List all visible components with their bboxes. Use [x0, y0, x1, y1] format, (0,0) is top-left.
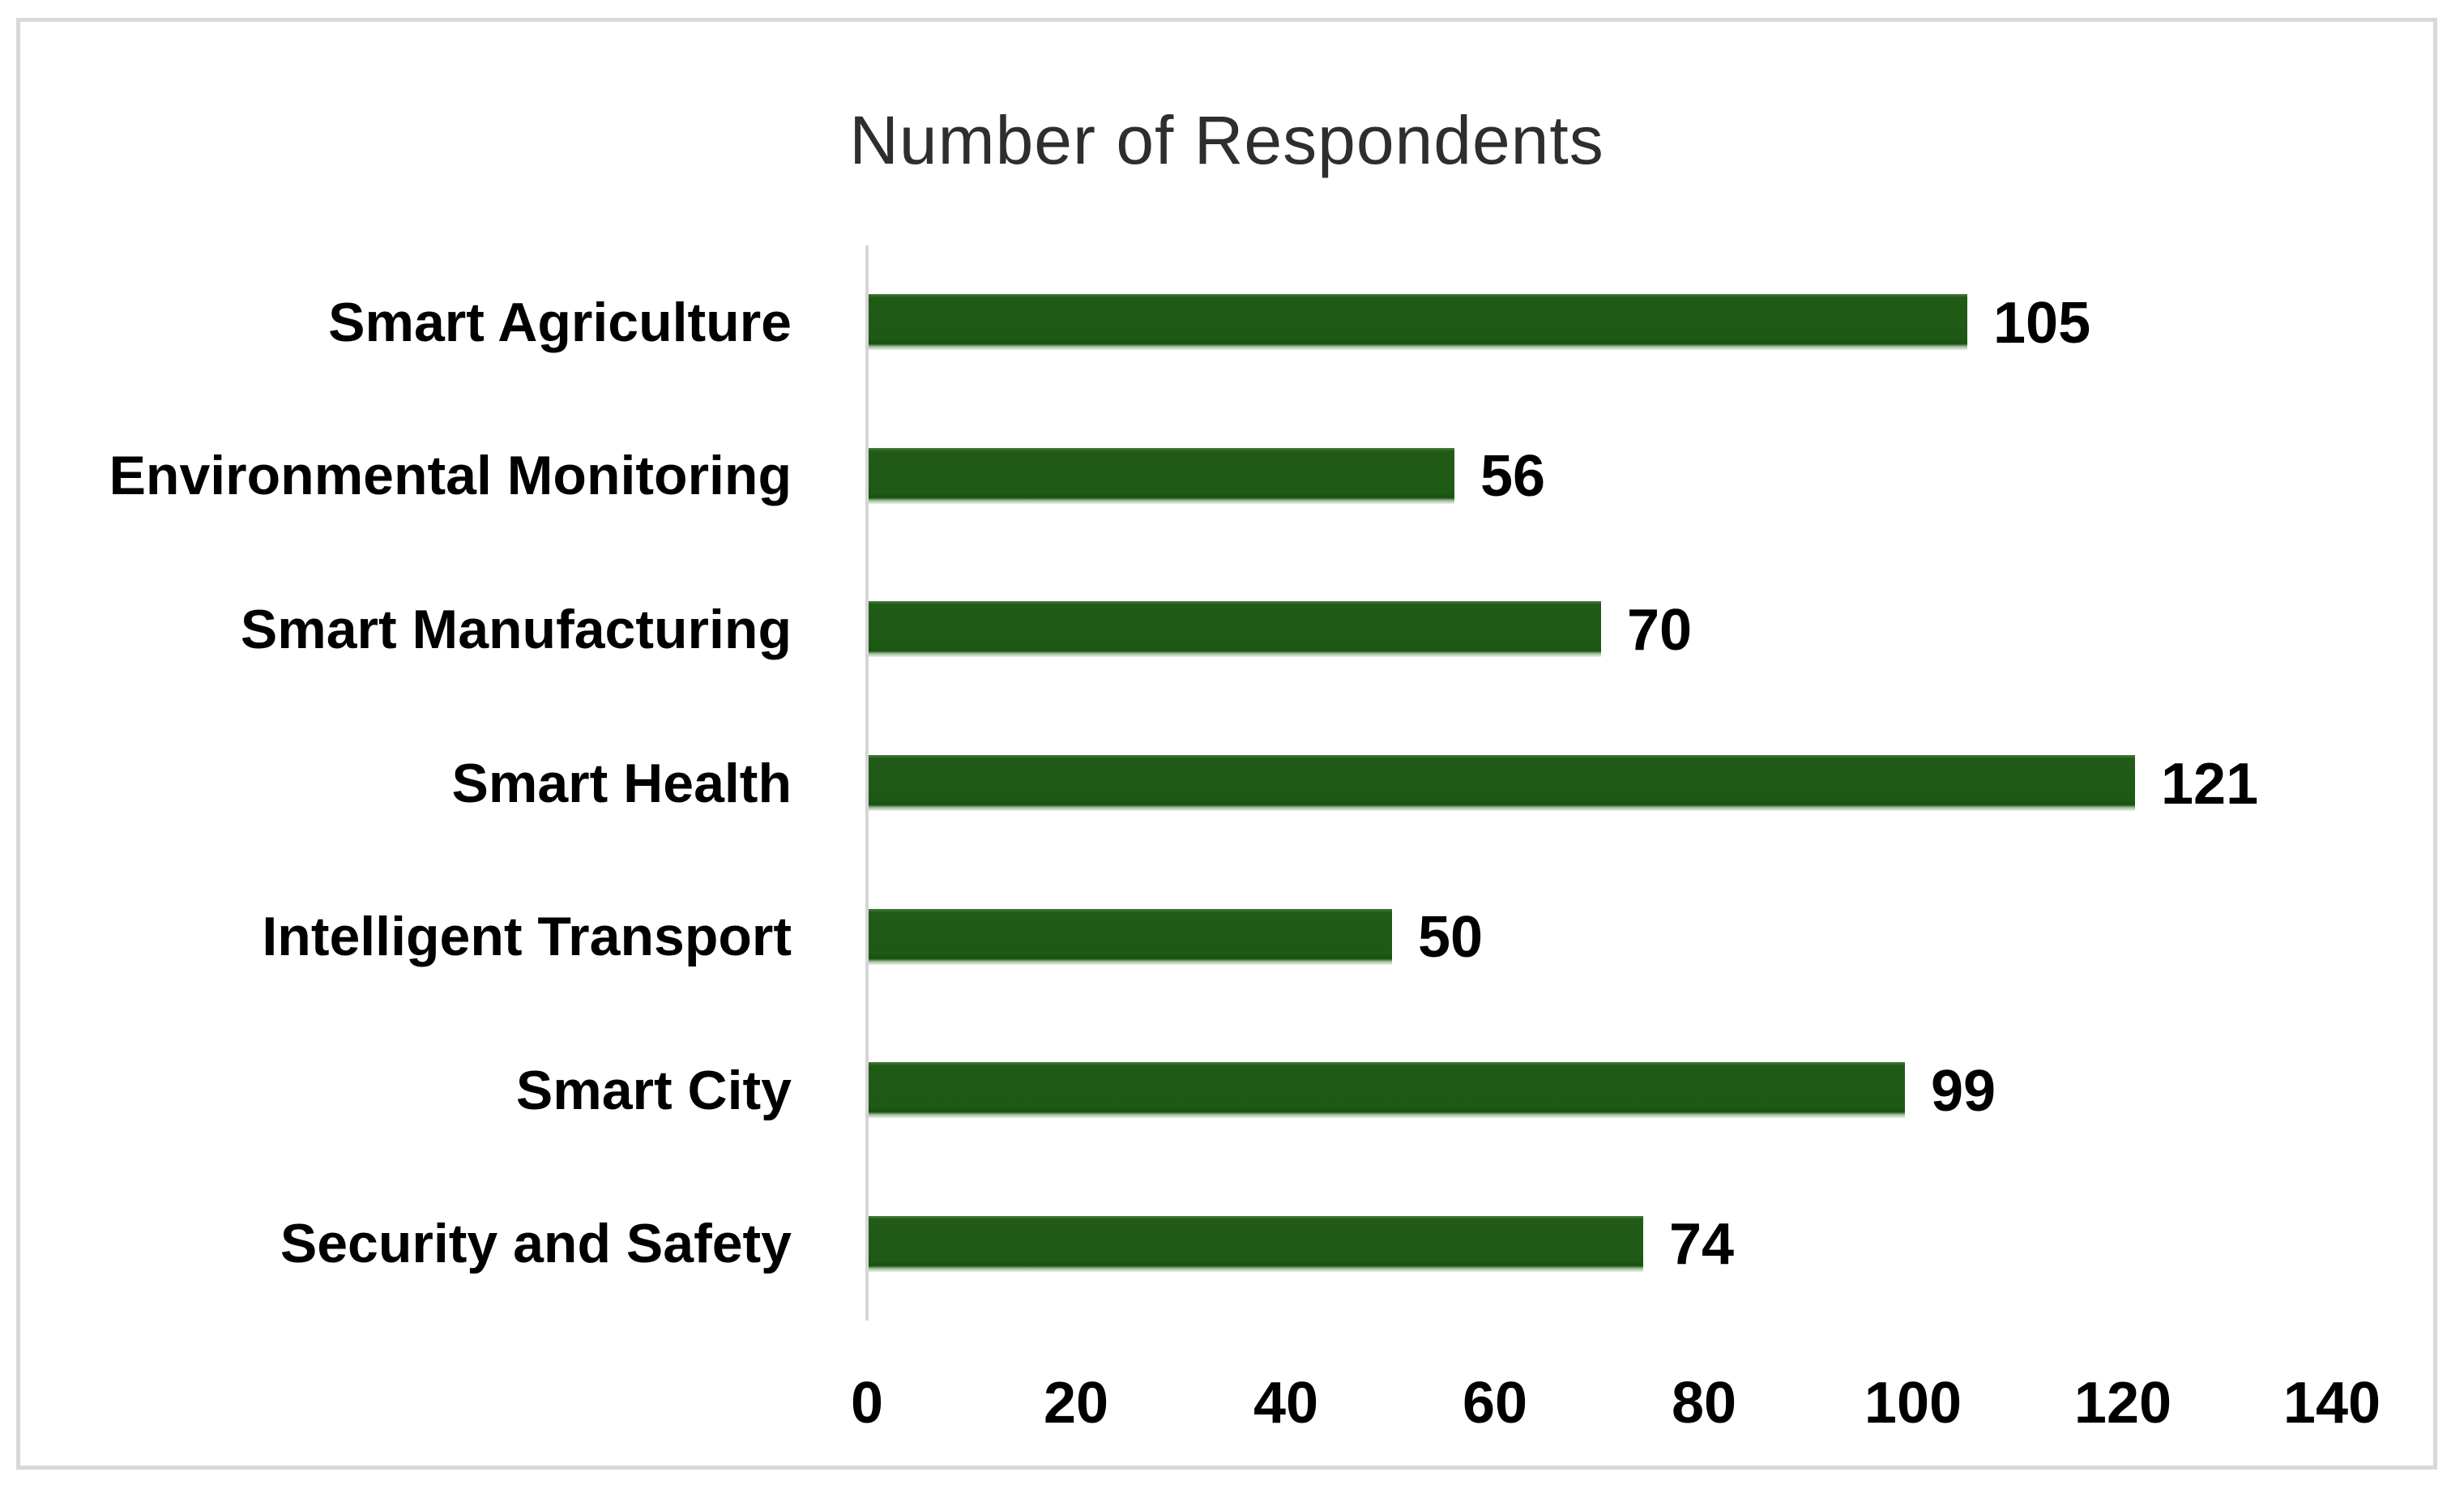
- bar: [869, 601, 1601, 657]
- chart-title: Number of Respondents: [849, 102, 1604, 178]
- x-tick-label: 120: [2073, 1371, 2172, 1436]
- bar: [869, 448, 1454, 504]
- chart-border-frame: Number of Respondents Smart Agriculture 1…: [16, 18, 2437, 1470]
- value-label: 70: [1627, 598, 1693, 663]
- category-label: Smart Health: [451, 753, 792, 814]
- category-label: Intelligent Transport: [262, 906, 792, 967]
- bar: [869, 1216, 1643, 1272]
- x-tick-label: 20: [1043, 1371, 1109, 1436]
- value-label: 50: [1418, 905, 1484, 970]
- y-axis-line: [865, 245, 869, 1321]
- category-label: Smart City: [515, 1060, 792, 1121]
- category-label: Smart Agriculture: [328, 292, 792, 353]
- value-label: 105: [1993, 291, 2091, 356]
- x-tick-label: 100: [1864, 1371, 1962, 1436]
- bar: [869, 1062, 1905, 1118]
- value-label: 121: [2161, 752, 2259, 817]
- x-tick-label: 40: [1253, 1371, 1319, 1436]
- x-tick-label: 0: [850, 1371, 884, 1436]
- value-label: 99: [1931, 1059, 1996, 1124]
- x-tick-label: 140: [2283, 1371, 2381, 1436]
- value-label: 56: [1480, 444, 1546, 509]
- bar: [869, 294, 1967, 350]
- category-label: Smart Manufacturing: [240, 599, 792, 660]
- bar: [869, 755, 2135, 811]
- x-tick-label: 60: [1462, 1371, 1528, 1436]
- category-label: Security and Safety: [280, 1213, 792, 1274]
- bar: [869, 909, 1392, 965]
- x-tick-label: 80: [1671, 1371, 1737, 1436]
- category-label: Environmental Monitoring: [109, 445, 792, 506]
- value-label: 74: [1669, 1212, 1735, 1277]
